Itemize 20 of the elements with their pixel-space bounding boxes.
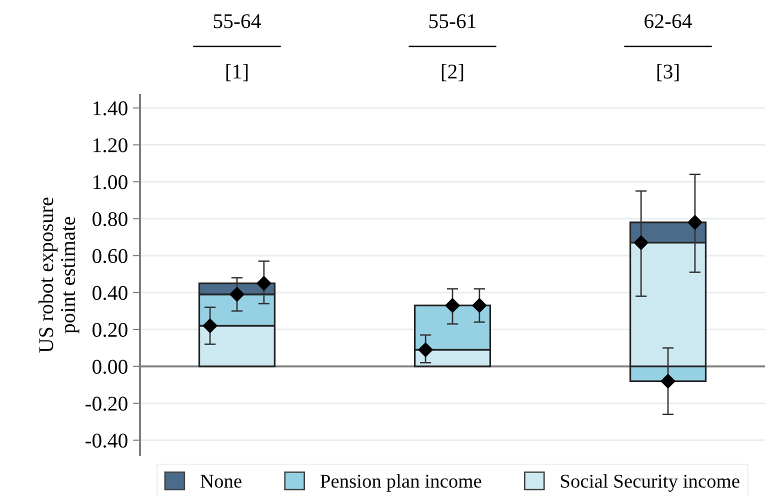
y-tick-label: 0.00 <box>92 360 128 374</box>
y-tick-label: 1.40 <box>94 101 128 116</box>
x-tick-label: 62-64 <box>644 14 692 28</box>
y-tick-label: -0.40 <box>86 434 128 448</box>
text: [2] <box>442 64 464 82</box>
y-tick-label: 1.20 <box>94 138 128 152</box>
legend-label: None <box>200 474 242 488</box>
legend-label: Social Security income <box>560 474 740 492</box>
y-tick-label: -0.20 <box>86 396 128 411</box>
x-tick-label: 55-64 <box>214 14 261 28</box>
y-tick-label: 1.00 <box>94 175 128 190</box>
x-tick-label: 55-61 <box>429 14 476 28</box>
y-tick-label: 0.80 <box>92 212 128 226</box>
y-tick-label: 0.20 <box>92 322 128 337</box>
legend-label: Pension plan income <box>320 474 482 492</box>
y-tick-label: 0.60 <box>92 248 128 264</box>
text: [1] <box>226 64 248 82</box>
y-axis-title: US robot exposure point estimate <box>38 198 80 353</box>
y-tick-label: 0.40 <box>92 286 128 300</box>
text: [3] <box>657 64 679 82</box>
